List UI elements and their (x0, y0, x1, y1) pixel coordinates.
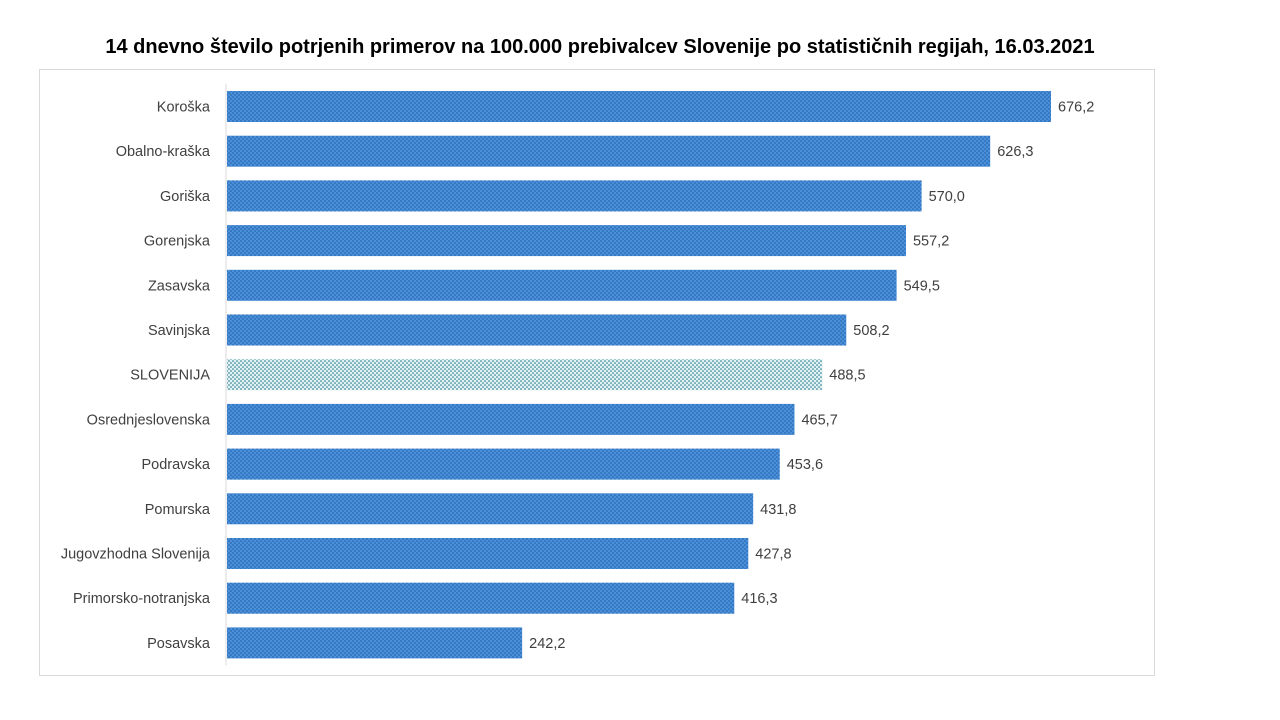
bar-savinjska (227, 314, 847, 346)
value-label-koro-ka: 676,2 (1058, 100, 1094, 116)
value-label-gori-ka: 570,0 (929, 189, 965, 205)
value-label-slovenija: 488,5 (829, 368, 865, 384)
value-label-primorsko-notranjska: 416,3 (741, 591, 777, 607)
bar-koro-ka (227, 91, 1051, 122)
value-label-jugovzhodna-slovenija: 427,8 (755, 547, 791, 563)
value-label-obalno-kra-ka: 626,3 (997, 144, 1033, 160)
value-label-podravska: 453,6 (787, 457, 823, 473)
plot-area-frame (39, 69, 1155, 676)
bar-slovenija (227, 359, 823, 391)
category-label-slovenija: SLOVENIJA (130, 368, 210, 384)
category-label-posavska: Posavska (147, 636, 211, 652)
category-label-obalno-kra-ka: Obalno-kraška (116, 144, 211, 160)
bar-gorenjska (227, 225, 906, 257)
bar-osrednjeslovenska (227, 403, 795, 435)
bar-podravska (227, 448, 780, 480)
value-label-gorenjska: 557,2 (913, 234, 949, 250)
category-label-osrednjeslovenska: Osrednjeslovenska (87, 412, 211, 428)
value-label-posavska: 242,2 (529, 636, 565, 652)
bar-obalno-kra-ka (227, 135, 991, 167)
bar-jugovzhodna-slovenija (227, 538, 749, 569)
chart-title: 14 dnevno število potrjenih primerov na … (105, 36, 1095, 58)
value-label-osrednjeslovenska: 465,7 (801, 412, 837, 428)
category-label-jugovzhodna-slovenija: Jugovzhodna Slovenija (61, 547, 211, 563)
bar-zasavska (227, 269, 897, 301)
category-label-podravska: Podravska (141, 457, 210, 473)
category-label-koro-ka: Koroška (157, 100, 211, 116)
value-label-savinjska: 508,2 (853, 323, 889, 339)
category-label-zasavska: Zasavska (148, 278, 211, 294)
bar-posavska (227, 627, 523, 659)
bar-pomurska (227, 493, 754, 525)
category-label-gori-ka: Goriška (160, 189, 211, 205)
value-label-zasavska: 549,5 (904, 278, 940, 294)
category-label-gorenjska: Gorenjska (144, 234, 211, 250)
value-label-pomurska: 431,8 (760, 502, 796, 518)
category-label-pomurska: Pomurska (145, 502, 211, 518)
category-label-primorsko-notranjska: Primorsko-notranjska (73, 591, 211, 607)
bar-gori-ka (227, 180, 922, 212)
category-label-savinjska: Savinjska (148, 323, 211, 339)
bar-primorsko-notranjska (227, 582, 735, 614)
